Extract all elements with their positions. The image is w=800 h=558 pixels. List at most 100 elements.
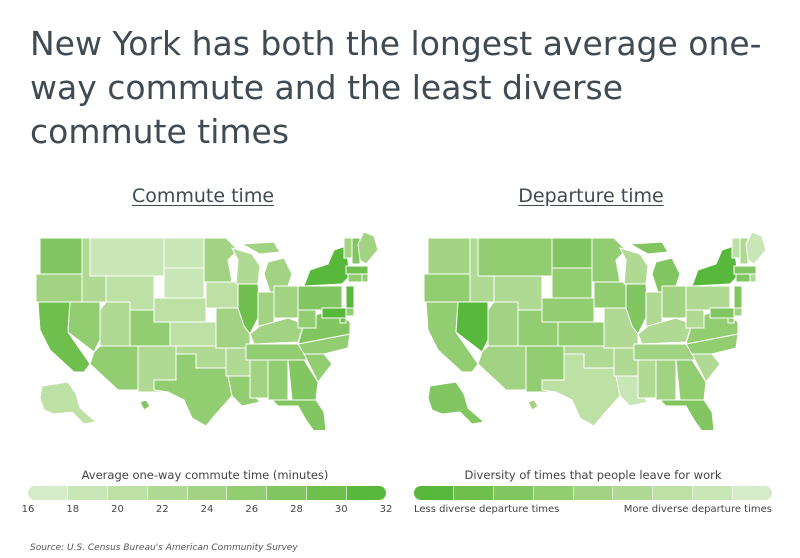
legend-swatch	[453, 486, 494, 500]
state-ia	[593, 281, 627, 309]
state-al	[655, 359, 677, 401]
state-ia	[205, 281, 239, 309]
state-ks	[169, 321, 217, 347]
state-pa	[685, 285, 731, 311]
legend-tick-label: 16	[21, 504, 35, 515]
state-wv	[685, 309, 705, 329]
legend-tick-label: 22	[155, 504, 169, 515]
state-wv	[297, 309, 317, 329]
legend-swatch	[414, 486, 454, 500]
state-az	[477, 345, 527, 391]
legend-swatch	[533, 486, 574, 500]
state-mt	[477, 237, 553, 277]
departure-legend-title: Diversity of times that people leave for…	[464, 468, 722, 482]
state-mt	[89, 237, 165, 277]
state-vt	[731, 237, 741, 259]
state-mn	[591, 237, 627, 283]
state-pa	[297, 285, 343, 311]
state-ri	[749, 273, 757, 283]
legend-tick-label: 18	[66, 504, 80, 515]
departure-legend-bar	[414, 486, 772, 500]
legend-swatch	[227, 486, 268, 500]
state-ny	[303, 245, 351, 287]
state-hi	[527, 399, 539, 411]
state-ri	[361, 273, 369, 283]
state-dc	[727, 317, 735, 324]
state-sd	[163, 267, 205, 299]
departure-panel-title: Departure time	[518, 185, 664, 207]
state-tx	[153, 353, 233, 427]
state-de	[345, 307, 355, 317]
legend-swatch	[267, 486, 308, 500]
state-ne	[153, 297, 207, 323]
state-hi	[139, 399, 151, 411]
legend-swatch	[347, 486, 386, 500]
legend-swatch	[187, 486, 228, 500]
state-ga	[675, 359, 707, 401]
state-sd	[551, 267, 593, 299]
state-or	[423, 273, 475, 303]
state-me	[745, 231, 766, 265]
state-mn	[203, 237, 239, 283]
legend-swatch	[613, 486, 654, 500]
state-ut	[487, 301, 519, 347]
legend-tick-label: 30	[334, 504, 348, 515]
state-ny	[691, 245, 739, 287]
state-vt	[343, 237, 353, 259]
state-ms	[249, 359, 269, 399]
state-ut	[99, 301, 131, 347]
legend-tick-label: 28	[290, 504, 303, 515]
state-ma	[345, 265, 369, 275]
state-ne	[541, 297, 595, 323]
commute-time-map	[35, 231, 378, 430]
state-md	[709, 307, 735, 319]
legend-tick-label: 24	[200, 504, 214, 515]
legend-tick-label: 32	[379, 504, 393, 515]
state-oh	[273, 285, 301, 319]
state-nj	[733, 285, 743, 309]
more-diverse-label: More diverse departure times	[623, 504, 772, 515]
legend-swatch	[107, 486, 148, 500]
legend-swatch	[493, 486, 534, 500]
less-diverse-label: Less diverse departure times	[414, 504, 560, 515]
state-az	[89, 345, 139, 391]
state-ak	[427, 381, 486, 425]
state-fl	[658, 399, 715, 430]
legend-tick-label: 26	[245, 504, 259, 515]
state-nj	[345, 285, 355, 309]
commute-legend-title: Average one-way commute time (minutes)	[81, 468, 329, 482]
state-tx	[541, 353, 621, 427]
legend-swatch	[28, 486, 68, 500]
legend-swatch	[307, 486, 348, 500]
state-ks	[557, 321, 605, 347]
state-ct	[735, 273, 751, 283]
state-de	[733, 307, 743, 317]
state-oh	[661, 285, 689, 319]
legend-tick-label: 20	[111, 504, 124, 515]
legend-swatch	[147, 486, 188, 500]
state-or	[35, 273, 87, 303]
state-ga	[287, 359, 319, 401]
state-dc	[339, 317, 347, 324]
source-note: Source: U.S. Census Bureau's American Co…	[30, 543, 298, 553]
state-me	[357, 231, 378, 265]
state-ms	[637, 359, 657, 399]
state-wa	[427, 237, 471, 275]
commute-legend-bar	[28, 486, 386, 500]
state-al	[267, 359, 289, 401]
state-ct	[347, 273, 363, 283]
departure-time-map	[423, 231, 766, 430]
state-nd	[551, 237, 593, 269]
legend-swatch	[653, 486, 694, 500]
legend-swatch	[693, 486, 734, 500]
legend-swatch	[733, 486, 772, 500]
state-md	[321, 307, 347, 319]
state-ak	[39, 381, 98, 425]
state-wi	[231, 247, 261, 285]
state-ma	[733, 265, 757, 275]
legend-swatch	[573, 486, 614, 500]
state-wi	[619, 247, 649, 285]
state-wa	[39, 237, 83, 275]
chart-title: New York has both the longest average on…	[30, 24, 762, 151]
legend-swatch	[67, 486, 108, 500]
